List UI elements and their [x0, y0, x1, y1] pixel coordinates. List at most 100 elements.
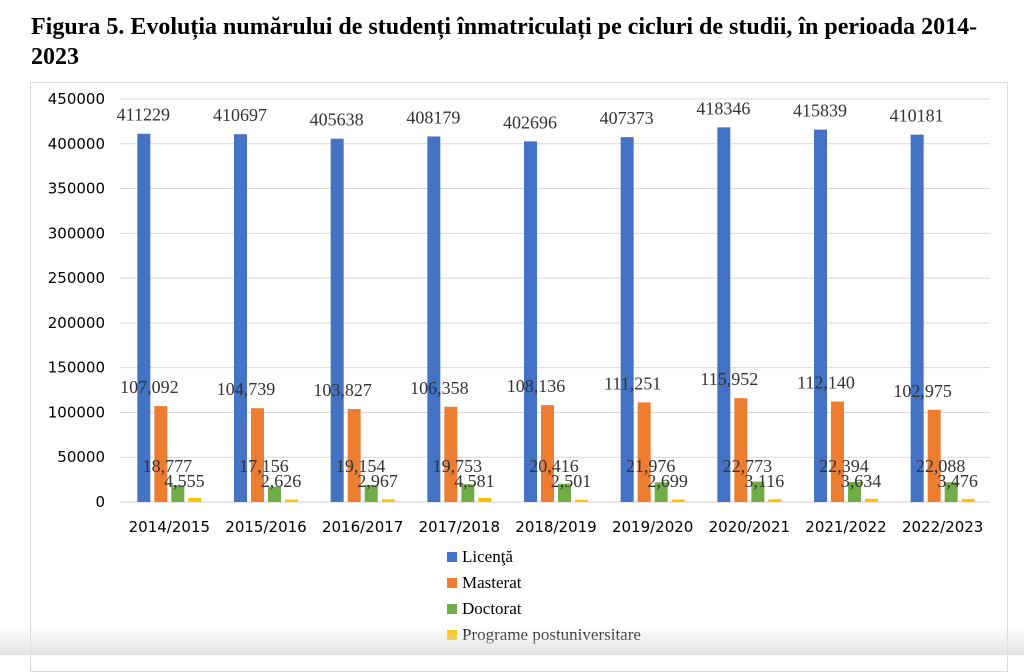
legend-item: Doctorat [447, 596, 641, 622]
data-label: 407373 [600, 108, 654, 128]
legend-item: Programe postuniversitare [447, 622, 641, 648]
bar-masterat [347, 409, 361, 502]
bar-licenţă [137, 133, 151, 502]
bar-doctorat [848, 481, 861, 502]
data-label: 3,116 [744, 471, 784, 491]
bars [137, 127, 975, 503]
data-label: 115,952 [700, 369, 758, 389]
data-label: 112,140 [797, 373, 855, 393]
y-tick-label: 200000 [48, 314, 105, 332]
data-label: 106,358 [410, 378, 469, 398]
y-tick-label: 50000 [57, 448, 105, 466]
bar-masterat [927, 409, 941, 502]
data-label: 107,092 [120, 377, 179, 397]
bar-programe-postuniversitare [575, 499, 588, 502]
x-tick-label: 2018/2019 [515, 518, 596, 536]
data-label: 402696 [503, 112, 557, 132]
bar-doctorat [751, 481, 765, 502]
bar-programe-postuniversitare [478, 497, 492, 502]
bar-licenţă [620, 137, 634, 502]
data-label: 22,088 [916, 456, 966, 476]
bar-programe-postuniversitare [285, 499, 298, 502]
bar-doctorat [461, 484, 475, 502]
bar-masterat [637, 402, 651, 502]
chart-title: Figura 5. Evoluția numărului de studenți… [31, 14, 978, 70]
data-label: 108,136 [507, 376, 566, 396]
data-label: 2,967 [357, 471, 398, 491]
data-label: 410697 [213, 105, 267, 125]
data-label: 2,501 [551, 471, 592, 491]
bar-masterat [154, 406, 168, 502]
data-label: 102,975 [893, 381, 952, 401]
bar-doctorat [558, 483, 571, 502]
legend-label: Licenţă [462, 547, 513, 566]
bar-licenţă [330, 138, 344, 502]
bar-programe-postuniversitare [768, 499, 782, 502]
x-tick-label: 2016/2017 [322, 518, 403, 536]
data-label: 4,581 [454, 471, 495, 491]
bar-doctorat [944, 482, 958, 502]
legend-label: Doctorat [462, 599, 522, 618]
legend: Licenţă Masterat Doctorat Programe postuniv… [447, 544, 641, 648]
bar-masterat [444, 406, 458, 502]
y-axis: 0 50000 100000 150000 200000 250000 300000 3500… [48, 90, 105, 511]
y-tick-label: 350000 [48, 180, 105, 198]
data-label: 104,739 [217, 379, 276, 399]
data-label: 3,634 [841, 471, 882, 491]
y-tick-label: 400000 [48, 135, 105, 153]
data-label: 19,753 [433, 456, 483, 476]
legend-swatch [447, 578, 457, 588]
bar-masterat [831, 401, 844, 502]
bar-masterat [541, 405, 554, 502]
legend-item: Masterat [447, 570, 641, 596]
bar-programe-postuniversitare [188, 497, 202, 502]
bar-licenţă [814, 129, 827, 502]
data-label: 3,476 [937, 471, 978, 491]
y-tick-label: 100000 [48, 403, 105, 421]
bar-doctorat [654, 482, 668, 502]
legend-swatch [447, 552, 457, 562]
x-tick-label: 2015/2016 [225, 518, 306, 536]
y-tick-label: 250000 [48, 269, 105, 287]
bar-licenţă [717, 127, 731, 503]
x-tick-label: 2017/2018 [419, 518, 500, 536]
bar-programe-postuniversitare [961, 498, 975, 502]
legend-label: Masterat [462, 573, 522, 592]
bar-doctorat [268, 486, 281, 502]
data-label: 4,555 [164, 471, 205, 491]
x-axis: 2014/2015 2015/2016 2016/2017 2017/2018 2018… [129, 518, 984, 536]
y-tick-label: 450000 [48, 90, 105, 108]
bar-licenţă [427, 136, 441, 502]
bar-licenţă [234, 134, 247, 503]
bar-masterat [251, 408, 264, 502]
data-label: 22,394 [819, 456, 869, 476]
data-label: 411229 [117, 105, 170, 125]
legend-swatch [447, 604, 457, 614]
data-label: 21,976 [626, 456, 676, 476]
data-label: 111,251 [604, 373, 661, 393]
bar-licenţă [910, 134, 924, 502]
data-label: 405638 [310, 110, 364, 130]
data-label: 18,777 [143, 456, 193, 476]
bar-licenţă [524, 141, 537, 503]
x-tick-label: 2021/2022 [805, 518, 886, 536]
y-tick-label: 300000 [48, 224, 105, 242]
x-tick-label: 2022/2023 [902, 518, 983, 536]
bar-programe-postuniversitare [381, 499, 395, 502]
bar-masterat [734, 398, 748, 502]
x-tick-label: 2020/2021 [709, 518, 790, 536]
chart-area [30, 82, 1008, 672]
x-tick-label: 2014/2015 [129, 518, 210, 536]
data-label: 2,626 [261, 471, 302, 491]
data-label: 415839 [793, 101, 847, 121]
y-tick-label: 0 [95, 493, 105, 511]
data-label: 418346 [696, 98, 750, 118]
legend-item: Licenţă [447, 544, 641, 570]
data-label: 2,699 [647, 471, 688, 491]
bar-doctorat [364, 484, 378, 502]
data-label: 410181 [890, 106, 944, 126]
data-label: 19,154 [336, 456, 386, 476]
legend-swatch [447, 630, 457, 640]
data-label: 22,773 [723, 456, 773, 476]
